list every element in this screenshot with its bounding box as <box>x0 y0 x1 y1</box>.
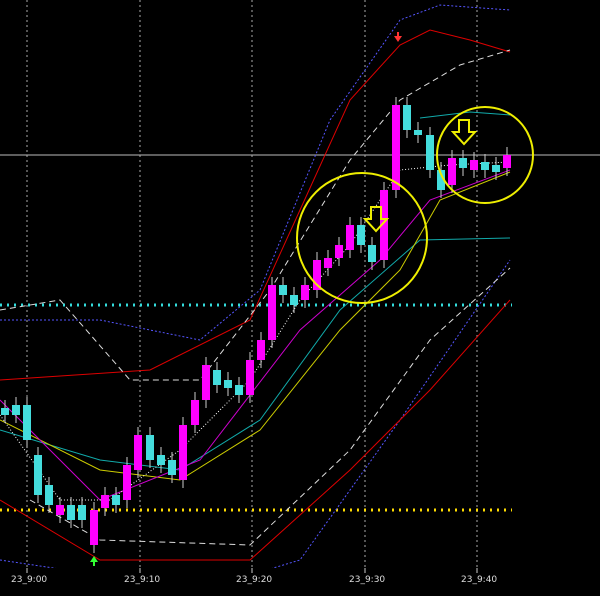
candle-body <box>380 190 388 260</box>
candle-body <box>56 505 64 515</box>
highlight-circle <box>436 106 534 204</box>
candle-body <box>437 170 445 190</box>
down-arrow <box>450 119 478 146</box>
candle-body <box>257 340 265 360</box>
highlight-circle <box>296 172 428 304</box>
candle-body <box>403 105 411 130</box>
band-red-upper <box>0 29 511 381</box>
time-label: 23_9:10 <box>124 575 160 585</box>
candle-body <box>67 505 75 520</box>
candle-body <box>235 385 243 395</box>
candle-body <box>157 455 165 465</box>
candle-body <box>78 505 86 520</box>
candle-body <box>202 365 210 400</box>
candle-body <box>123 465 131 500</box>
candle-body <box>357 225 365 245</box>
band-outer-upper <box>0 4 511 341</box>
candle-body <box>45 485 53 505</box>
candle-body <box>112 495 120 505</box>
candle-body <box>134 435 142 470</box>
band-teal <box>0 237 511 471</box>
candle-body <box>301 285 309 300</box>
time-label: 23_9:20 <box>236 575 272 585</box>
candle-body <box>279 285 287 295</box>
candle-body <box>346 225 354 250</box>
candle-body <box>470 160 478 170</box>
candle-body <box>414 130 422 135</box>
band-red-lower <box>0 299 511 561</box>
candle-body <box>392 105 400 190</box>
time-label: 23_9:30 <box>349 575 385 585</box>
band-teal-upper <box>419 111 511 119</box>
candle-body <box>290 295 298 305</box>
candle-body <box>224 380 232 388</box>
candle-body <box>179 425 187 480</box>
candle-body <box>101 495 109 508</box>
candle-body <box>34 455 42 495</box>
candle-body <box>90 510 98 545</box>
down-arrow <box>362 206 390 233</box>
candle-body <box>324 258 332 268</box>
candle-body <box>368 245 376 262</box>
time-label: 23_9:40 <box>461 575 497 585</box>
band-white-lower <box>29 267 511 546</box>
candle-body <box>448 158 456 185</box>
candle-body <box>426 135 434 170</box>
band-yellow <box>0 171 511 481</box>
time-axis: 23_9:00 23_9:10 23_9:20 23_9:30 23_9:40 <box>11 568 497 585</box>
candle-body <box>492 165 500 172</box>
candle-body <box>191 400 199 425</box>
candle-body <box>146 435 154 460</box>
candle-body <box>213 370 221 385</box>
time-axis-bar <box>0 568 600 596</box>
time-label: 23_9:00 <box>11 575 47 585</box>
sell-signal <box>394 32 402 42</box>
candle-body <box>459 158 467 168</box>
candle-body <box>246 360 254 395</box>
candle-body <box>481 162 489 170</box>
candle-body <box>23 405 31 440</box>
candle-body <box>12 405 20 415</box>
candle-body <box>313 260 321 290</box>
candle-body <box>168 460 176 475</box>
candle-body <box>335 245 343 258</box>
candle-body <box>503 155 511 168</box>
candle-body <box>1 408 9 415</box>
center-line <box>0 161 511 501</box>
buy-signal <box>90 556 98 566</box>
candle-body <box>268 285 276 340</box>
